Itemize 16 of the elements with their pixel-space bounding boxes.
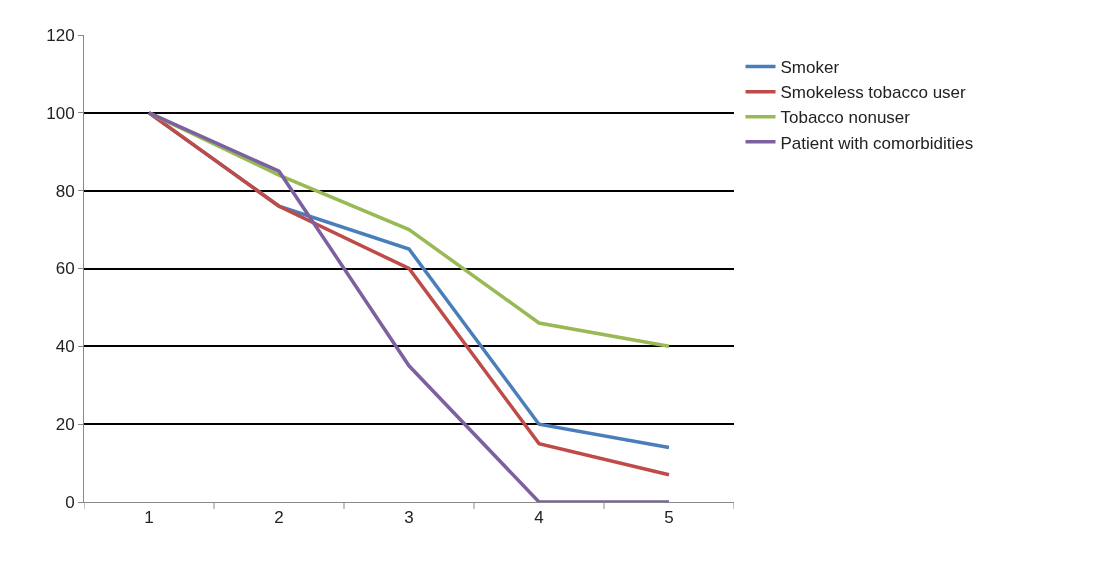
y-tick-label: 0	[65, 492, 75, 512]
x-tick-label: 3	[404, 508, 414, 528]
x-tick-label: 5	[664, 508, 674, 528]
y-tick-label: 120	[46, 25, 75, 45]
x-tick-label: 2	[274, 508, 284, 528]
y-tick-label: 80	[55, 181, 75, 201]
legend-label: Smoker	[780, 58, 840, 78]
legend-label: Patient with comorbidities	[780, 133, 974, 153]
y-tick-label: 60	[55, 259, 75, 279]
x-tick-label: 4	[534, 508, 544, 528]
y-tick-label: 40	[55, 337, 75, 357]
x-tick-label: 1	[144, 508, 154, 528]
y-tick-label: 20	[55, 415, 75, 435]
y-tick-label: 100	[46, 103, 75, 123]
legend-label: Smokeless tobacco user	[780, 83, 967, 103]
legend-label: Tobacco nonuser	[780, 108, 911, 128]
